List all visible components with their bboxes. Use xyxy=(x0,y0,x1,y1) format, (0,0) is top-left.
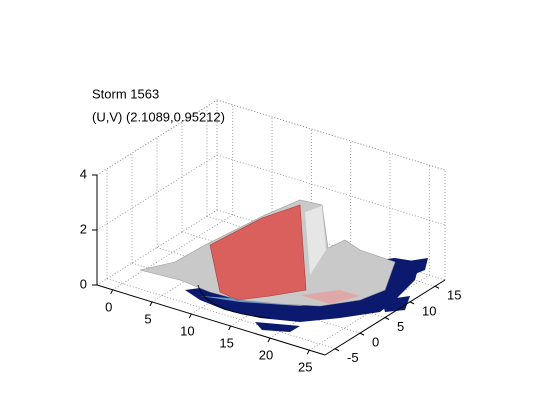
x-tick-label: 10 xyxy=(180,323,194,338)
tick-mark xyxy=(384,317,390,320)
contour-line xyxy=(197,284,271,319)
grid-line xyxy=(96,209,218,286)
tick-mark xyxy=(409,301,415,305)
tick-mark xyxy=(334,348,340,352)
grid-line xyxy=(96,154,218,231)
tick-mark xyxy=(359,332,365,336)
chart-subtitle: (U,V) (2.1089,0.95212) xyxy=(92,109,225,124)
tick-mark xyxy=(434,285,440,289)
y-tick-label: 0 xyxy=(372,335,379,350)
x-axis xyxy=(96,284,326,356)
tick-mark xyxy=(110,289,114,295)
y-tick-label: 15 xyxy=(447,288,461,303)
tick-mark xyxy=(306,349,310,355)
y-tick-label: 5 xyxy=(397,319,404,334)
y-tick-label: 10 xyxy=(422,303,436,318)
tick-mark xyxy=(228,325,232,331)
axes: 0 5 10 15 20 25 -5 0 5 10 15 0 2 4 xyxy=(80,166,462,374)
y-tick-label: -5 xyxy=(347,350,359,365)
surface xyxy=(209,204,307,301)
z-tick-label: 0 xyxy=(80,276,87,291)
grid-line xyxy=(216,99,446,171)
x-tick-label: 20 xyxy=(259,348,273,363)
chart-title: Storm 1563 xyxy=(92,86,159,101)
x-tick-label: 15 xyxy=(219,335,233,350)
x-tick-label: 5 xyxy=(144,311,151,326)
isosurface xyxy=(139,199,428,332)
tick-mark xyxy=(267,337,271,343)
tick-mark xyxy=(149,301,153,307)
tick-mark xyxy=(188,313,192,319)
x-tick-label: 25 xyxy=(298,360,312,375)
z-tick-label: 2 xyxy=(80,221,87,236)
grid-line xyxy=(106,278,336,350)
surface xyxy=(305,206,326,275)
x-tick-label: 0 xyxy=(105,299,112,314)
y-axis xyxy=(324,279,446,356)
grid-line xyxy=(112,214,233,291)
surface xyxy=(300,290,360,304)
floor-contour xyxy=(255,258,428,332)
grid-line xyxy=(96,99,218,176)
z-tick-label: 4 xyxy=(80,166,87,181)
grid-line xyxy=(309,274,430,351)
grid-line xyxy=(216,154,446,226)
